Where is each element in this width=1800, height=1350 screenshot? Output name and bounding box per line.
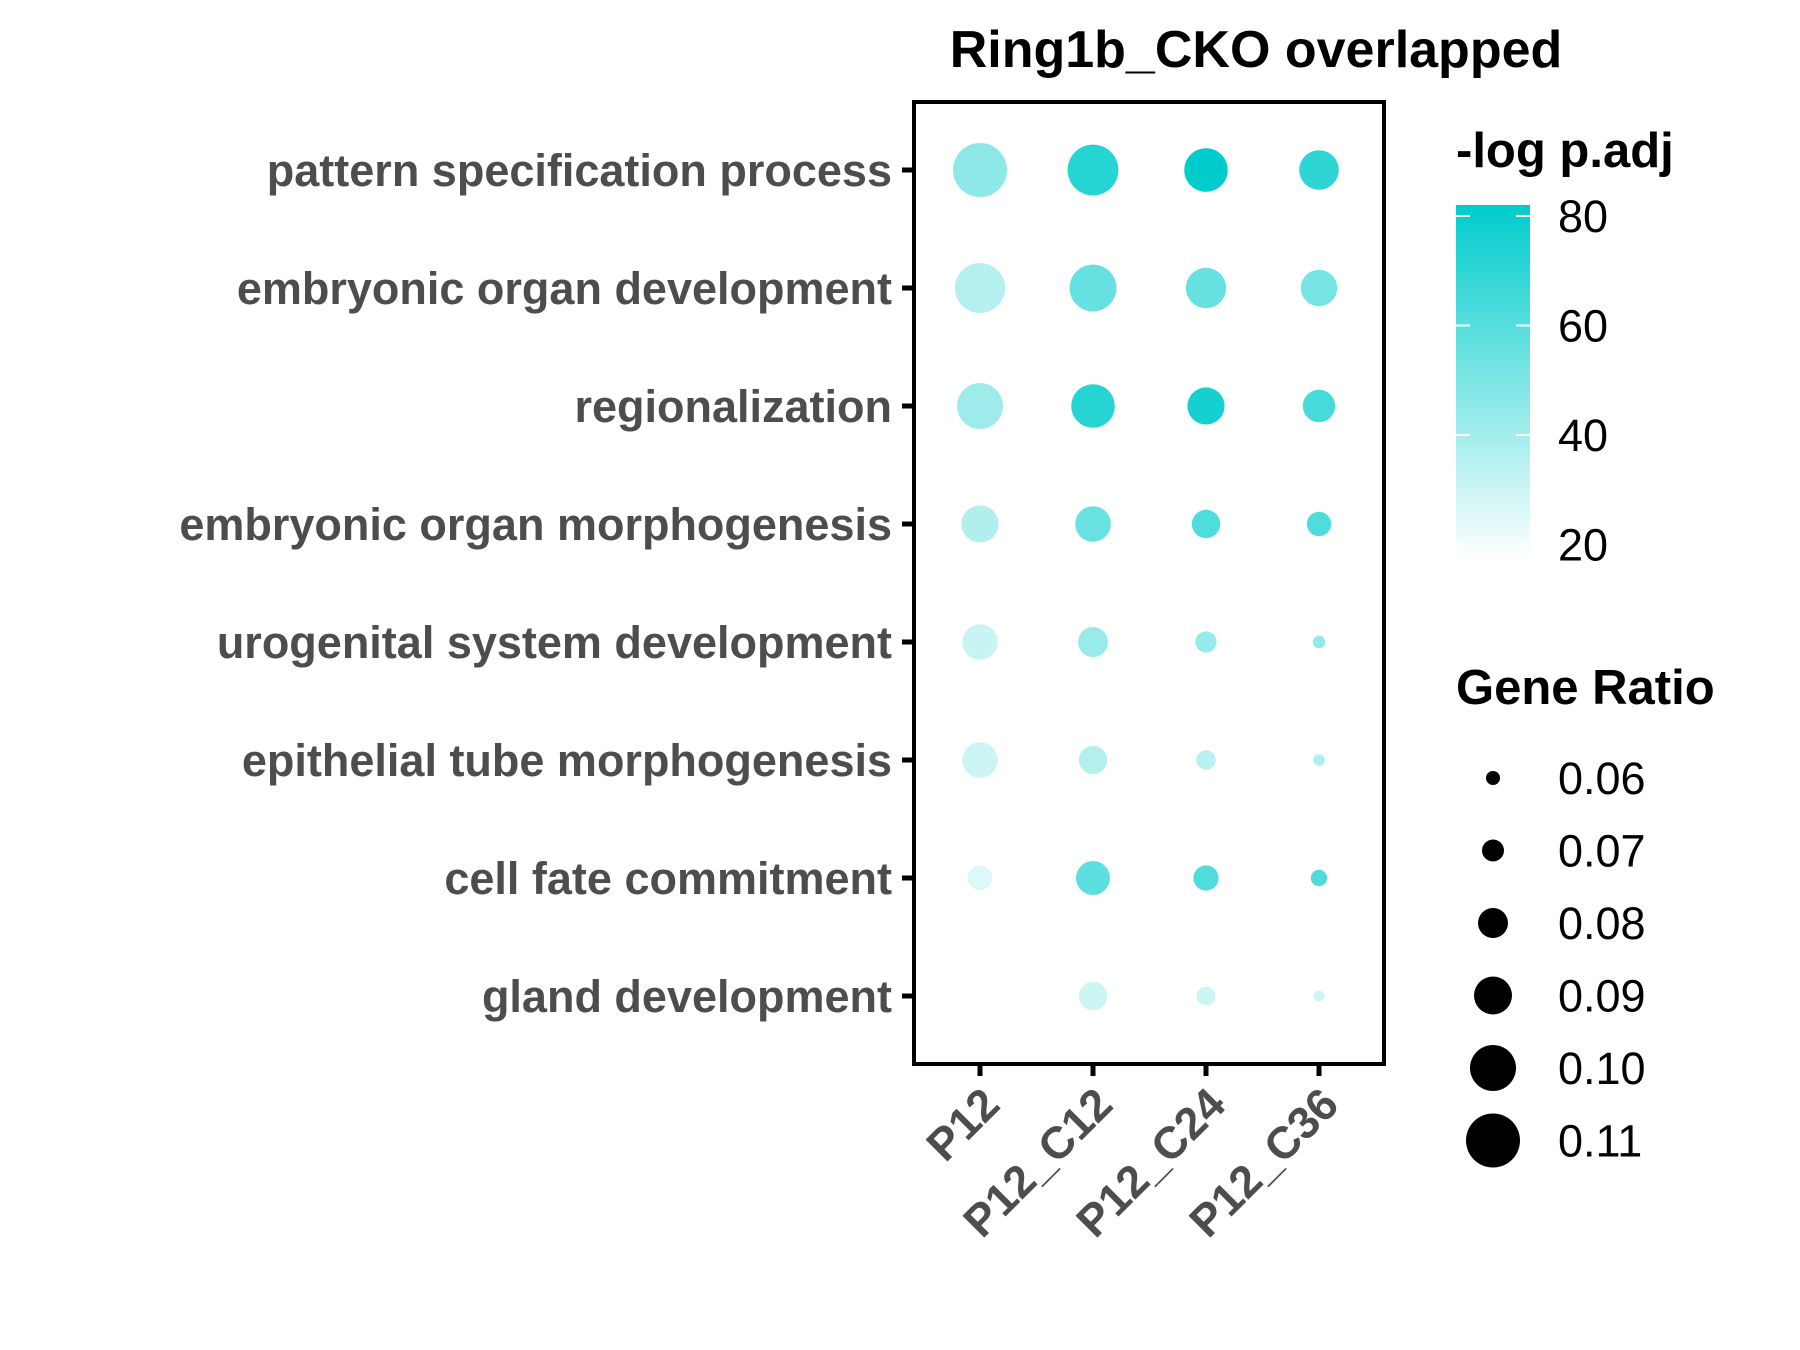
color-legend: -log p.adj 20 40 60 80: [1456, 124, 1674, 571]
data-point: [962, 742, 998, 778]
data-point: [967, 865, 993, 891]
color-legend-title: -log p.adj: [1456, 124, 1674, 178]
size-legend-label: 0.10: [1558, 1043, 1646, 1094]
size-legend-dot: [1482, 839, 1504, 862]
data-point: [953, 143, 1007, 197]
data-point: [1185, 267, 1227, 309]
y-tick-label: epithelial tube morphogenesis: [242, 735, 892, 786]
colorbar-tick-label: 40: [1558, 410, 1608, 461]
size-legend-label: 0.07: [1558, 826, 1646, 877]
colorbar-ticks: 20 40 60 80: [1456, 191, 1608, 571]
data-point: [1187, 387, 1225, 425]
data-point: [961, 505, 999, 543]
data-point: [1078, 981, 1108, 1011]
size-legend-dot: [1470, 1045, 1516, 1091]
data-point: [1078, 627, 1108, 657]
y-tick-label: embryonic organ morphogenesis: [179, 499, 892, 550]
y-tick-label: regionalization: [574, 381, 892, 432]
x-tick-label: P12: [916, 1078, 1009, 1171]
size-legend-dot: [1466, 1113, 1520, 1168]
size-legend: Gene Ratio 0.06 0.07 0.08 0.09 0.10 0.11: [1456, 661, 1715, 1168]
data-point: [1069, 264, 1117, 312]
data-point: [1312, 635, 1326, 649]
size-legend-dot: [1486, 771, 1500, 785]
colorbar-tick-label: 20: [1558, 520, 1608, 571]
data-point: [1196, 986, 1216, 1006]
size-legend-label: 0.08: [1558, 898, 1646, 949]
data-point: [957, 383, 1003, 429]
colorbar-tick-label: 60: [1558, 300, 1608, 351]
data-point: [1191, 509, 1221, 539]
colorbar: [1456, 205, 1530, 561]
size-legend-dot: [1478, 908, 1508, 938]
data-point: [1306, 511, 1332, 537]
data-point: [1313, 990, 1325, 1002]
size-legend-label: 0.09: [1558, 971, 1646, 1022]
data-points: [953, 143, 1339, 1011]
data-point: [955, 263, 1005, 313]
y-tick-label: urogenital system development: [217, 617, 892, 668]
size-legend-title: Gene Ratio: [1456, 661, 1715, 715]
chart-title: Ring1b_CKO overlapped: [950, 21, 1563, 79]
data-point: [1196, 750, 1216, 770]
data-point: [1300, 269, 1338, 307]
plot-panel-border: [912, 100, 1386, 1066]
data-point: [1302, 389, 1336, 423]
data-point: [1195, 631, 1217, 653]
y-tick-label: embryonic organ development: [237, 263, 892, 314]
data-point: [1184, 148, 1228, 192]
size-legend-items: 0.06 0.07 0.08 0.09 0.10 0.11: [1466, 753, 1646, 1168]
size-legend-label: 0.11: [1558, 1116, 1642, 1167]
data-point: [1313, 754, 1325, 766]
data-point: [962, 624, 998, 660]
colorbar-tick-label: 80: [1558, 191, 1608, 242]
data-point: [1310, 869, 1328, 887]
data-point: [1299, 150, 1339, 190]
data-point: [1067, 144, 1119, 196]
data-point: [1193, 865, 1219, 891]
data-point: [1075, 506, 1111, 542]
data-point: [1071, 384, 1115, 428]
y-tick-label: cell fate commitment: [444, 853, 892, 904]
size-legend-dot: [1474, 976, 1512, 1015]
y-tick-label: gland development: [482, 971, 892, 1022]
y-axis: pattern specification process embryonic o…: [179, 145, 914, 1022]
y-tick-label: pattern specification process: [267, 145, 892, 196]
data-point: [1076, 861, 1110, 895]
data-point: [1078, 745, 1108, 775]
size-legend-label: 0.06: [1558, 753, 1646, 804]
